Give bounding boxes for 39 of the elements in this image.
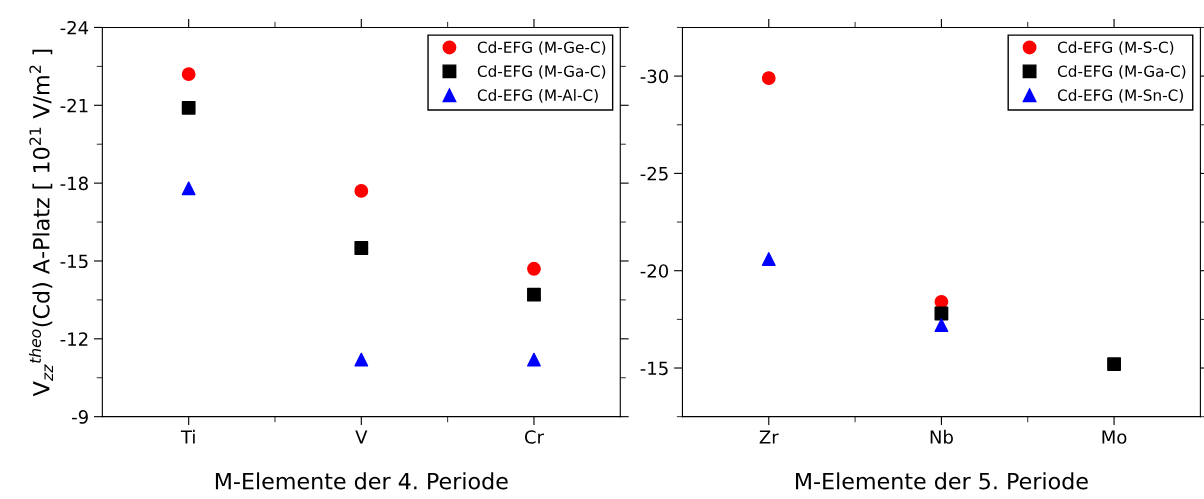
y-tick-label: -30 [640,69,669,84]
point [934,294,949,309]
y-tick-label: -15 [640,361,668,376]
x-axis-title: M-Elemente der 5. Periode [796,472,1088,490]
x-tick-label: V [355,430,368,444]
y-axis-title: V$_{zz}$$^{theo}$(Cd) A-Platz [ 10$^{21}$ V/m$^{2}$ ] [29,49,54,397]
point [527,352,541,367]
point [354,184,369,198]
point [761,252,776,266]
x-axis-title: M-Elemente der 4. Periode [215,472,508,490]
point [354,241,369,255]
legend-label: Cd-EFG (M-Ge-C) [477,41,606,55]
x-tick-label: Nb [930,429,953,444]
x-tick-label: Cr [524,430,544,444]
legend-label: Cd-EFG (M-Sn-C) [1057,89,1183,103]
y-tick-label: -15 [60,254,88,269]
point [181,100,196,115]
x-tick-label: Mo [1102,430,1127,444]
point [527,287,541,302]
point [354,352,369,367]
point [1107,357,1121,372]
y-tick-label: -18 [60,176,88,191]
y-tick-label: -9 [72,410,88,424]
point [934,318,949,333]
legend-label: Cd-EFG (M-Ga-C) [1057,65,1186,79]
legend-label: Cd-EFG (M-Ga-C) [477,65,606,79]
x-tick-label: Zr [759,430,779,444]
y-tick-label: -20 [640,264,669,278]
y-tick-label: -24 [60,20,89,35]
legend-label: Cd-EFG (M-S-C) [1057,41,1174,55]
point [181,67,196,82]
y-tick-label: -25 [640,166,668,181]
y-tick-label: -21 [60,98,88,113]
legend-label: Cd-EFG (M-Al-C) [477,89,598,103]
point [181,181,196,196]
y-tick-label: -12 [60,332,88,346]
point [761,71,776,85]
x-tick-label: Ti [180,429,195,444]
point [527,261,541,276]
